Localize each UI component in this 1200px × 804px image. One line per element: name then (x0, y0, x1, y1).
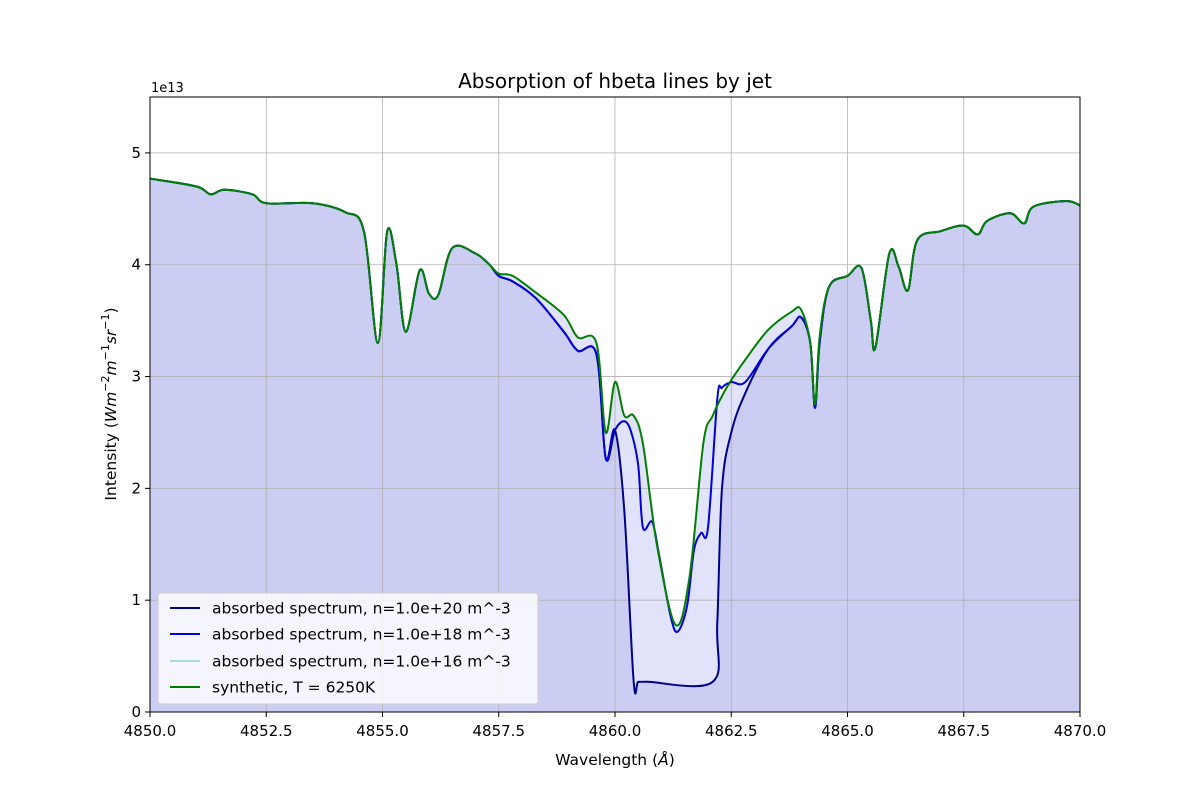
y-tick-label: 1 (131, 591, 141, 609)
y-tick-label: 4 (131, 256, 141, 274)
y-tick-label: 2 (131, 479, 141, 497)
legend-label-n16: absorbed spectrum, n=1.0e+16 m^-3 (212, 653, 511, 671)
y-tick-label: 0 (131, 703, 141, 721)
x-tick-label: 4855.0 (356, 722, 409, 740)
x-axis-ticks: 4850.0 4852.5 4855.0 4857.5 4860.0 4862.5 4865… (124, 712, 1107, 740)
y-axis-ticks: 0 1 2 3 4 5 (131, 144, 150, 721)
x-tick-label: 4870.0 (1054, 722, 1107, 740)
x-tick-label: 4850.0 (124, 722, 177, 740)
series-lines (150, 177, 1080, 695)
x-axis-label: Wavelength (Å) (555, 750, 675, 769)
legend: absorbed spectrum, n=1.0e+20 m^-3 absorb… (157, 592, 539, 705)
legend-label-n18: absorbed spectrum, n=1.0e+18 m^-3 (212, 626, 511, 644)
x-tick-label: 4867.5 (938, 722, 991, 740)
series-line-3 (150, 177, 1080, 627)
y-tick-label: 5 (131, 144, 141, 162)
x-tick-label: 4852.5 (240, 722, 293, 740)
y-axis-label: Intensity (Wm−2m−1sr−1) (99, 307, 120, 500)
x-tick-label: 4860.0 (589, 722, 642, 740)
legend-label-synthetic: synthetic, T = 6250K (212, 679, 376, 697)
y-offset-label: 1e13 (151, 81, 184, 96)
x-tick-label: 4862.5 (705, 722, 758, 740)
legend-label-n20: absorbed spectrum, n=1.0e+20 m^-3 (212, 600, 511, 618)
y-tick-label: 3 (131, 368, 141, 386)
x-tick-label: 4857.5 (473, 722, 526, 740)
chart-title: Absorption of hbeta lines by jet (458, 69, 772, 93)
legend-box (157, 592, 539, 705)
x-tick-label: 4865.0 (821, 722, 874, 740)
